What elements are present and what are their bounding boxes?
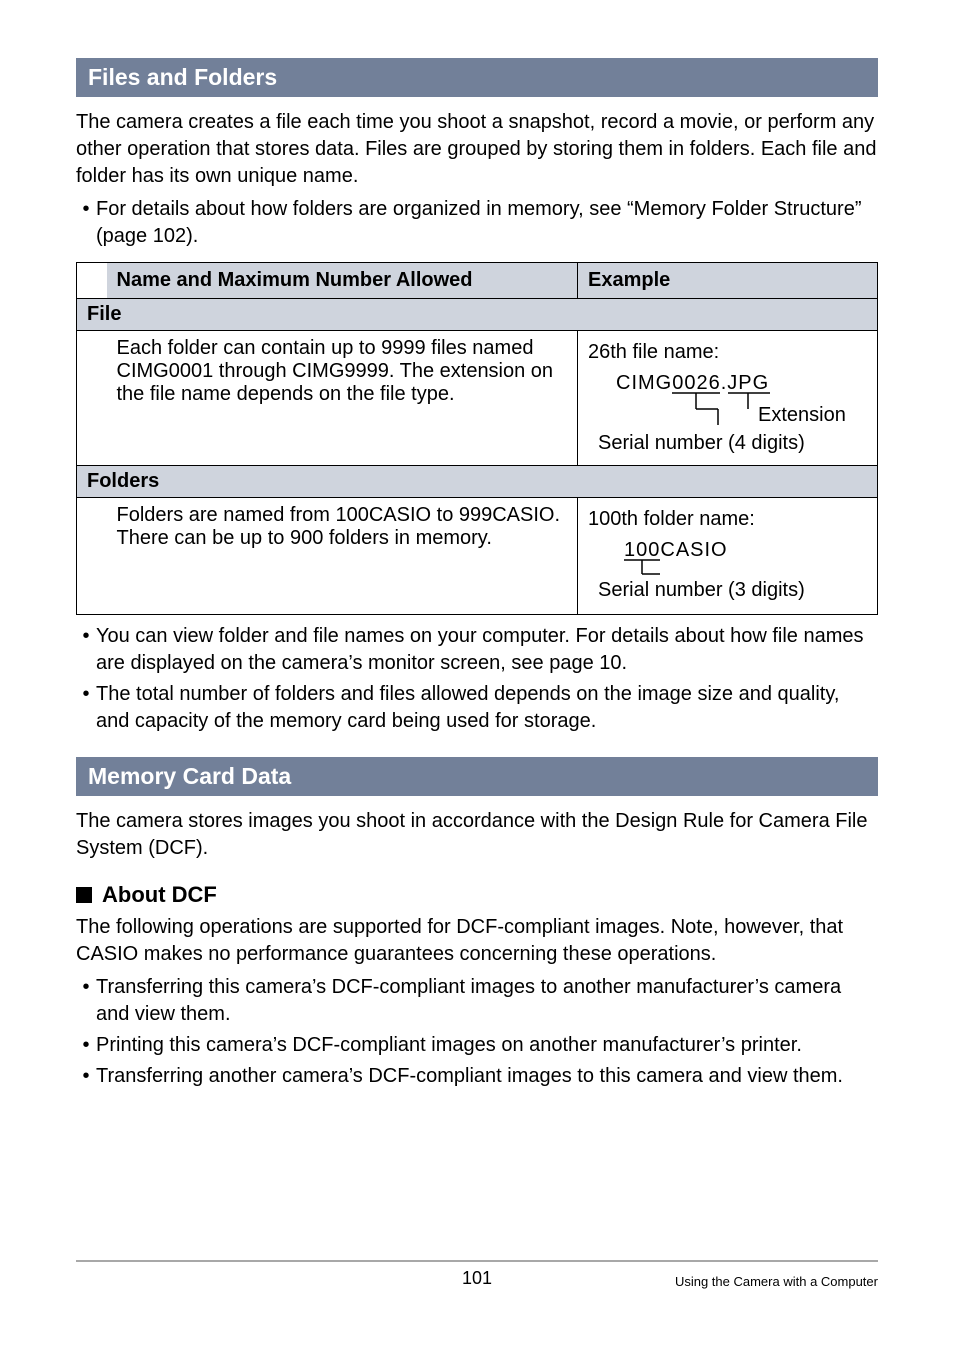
about-dcf-heading: About DCF bbox=[76, 882, 878, 908]
folder-example-diagram: 100CASIO Serial number (3 digits) bbox=[588, 534, 848, 608]
table-indent bbox=[77, 331, 107, 466]
dcf-bullet-1: • Transferring this camera’s DCF-complia… bbox=[76, 974, 878, 1028]
bullet-view-names: • You can view folder and file names on … bbox=[76, 623, 878, 677]
dcf-bullet-2: • Printing this camera’s DCF-compliant i… bbox=[76, 1032, 878, 1059]
dcf-bullet-3: • Transferring another camera’s DCF-comp… bbox=[76, 1063, 878, 1090]
files-folders-table: Name and Maximum Number Allowed Example … bbox=[76, 262, 878, 615]
files-folders-intro: The camera creates a file each time you … bbox=[76, 109, 878, 190]
table-section-file: File bbox=[77, 299, 878, 331]
table-indent bbox=[77, 498, 107, 615]
bullet-text: Transferring this camera’s DCF-compliant… bbox=[96, 974, 878, 1028]
bullet-dot: • bbox=[76, 681, 96, 735]
file-example-title: 26th file name: bbox=[588, 337, 867, 367]
table-header-name: Name and Maximum Number Allowed bbox=[107, 263, 578, 299]
file-example-diagram: CIMG0026.JPG Extens bbox=[588, 367, 848, 459]
bullet-dot: • bbox=[76, 974, 96, 1028]
table-header-example: Example bbox=[578, 263, 878, 299]
table-folder-example: 100th folder name: 100CASIO Serial numbe… bbox=[578, 498, 878, 615]
bullet-text: The total number of folders and files al… bbox=[96, 681, 878, 735]
about-dcf-intro: The following operations are supported f… bbox=[76, 914, 878, 968]
bullet-text: Printing this camera’s DCF-compliant ima… bbox=[96, 1032, 878, 1059]
serial-label: Serial number (4 digits) bbox=[598, 432, 805, 454]
bullet-text: Transferring another camera’s DCF-compli… bbox=[96, 1063, 878, 1090]
file-name-text: CIMG0026.JPG bbox=[616, 372, 769, 394]
folder-name-text: 100CASIO bbox=[624, 539, 728, 561]
footer-right: Using the Camera with a Computer bbox=[611, 1274, 878, 1289]
page-footer: 101 Using the Camera with a Computer bbox=[76, 1260, 878, 1289]
section-header-memory-card: Memory Card Data bbox=[76, 757, 878, 796]
square-icon bbox=[76, 887, 92, 903]
bullet-memory-structure: • For details about how folders are orga… bbox=[76, 196, 878, 250]
bullet-text: You can view folder and file names on yo… bbox=[96, 623, 878, 677]
bullet-dot: • bbox=[76, 1032, 96, 1059]
table-file-example: 26th file name: CIMG0026.JPG bbox=[578, 331, 878, 466]
table-section-folders: Folders bbox=[77, 466, 878, 498]
page-number: 101 bbox=[343, 1268, 610, 1289]
table-folder-desc: Folders are named from 100CASIO to 999CA… bbox=[107, 498, 578, 615]
bullet-dot: • bbox=[76, 1063, 96, 1090]
bullet-dot: • bbox=[76, 623, 96, 677]
section-header-files-folders: Files and Folders bbox=[76, 58, 878, 97]
folder-serial-label: Serial number (3 digits) bbox=[598, 579, 805, 601]
folder-example-title: 100th folder name: bbox=[588, 504, 867, 534]
bullet-dot: • bbox=[76, 196, 96, 250]
memory-card-intro: The camera stores images you shoot in ac… bbox=[76, 808, 878, 862]
bullet-text: For details about how folders are organi… bbox=[96, 196, 878, 250]
table-file-desc: Each folder can contain up to 9999 files… bbox=[107, 331, 578, 466]
extension-label: Extension bbox=[758, 404, 846, 426]
table-corner bbox=[77, 263, 107, 299]
bullet-total-depends: • The total number of folders and files … bbox=[76, 681, 878, 735]
about-dcf-text: About DCF bbox=[102, 882, 217, 908]
